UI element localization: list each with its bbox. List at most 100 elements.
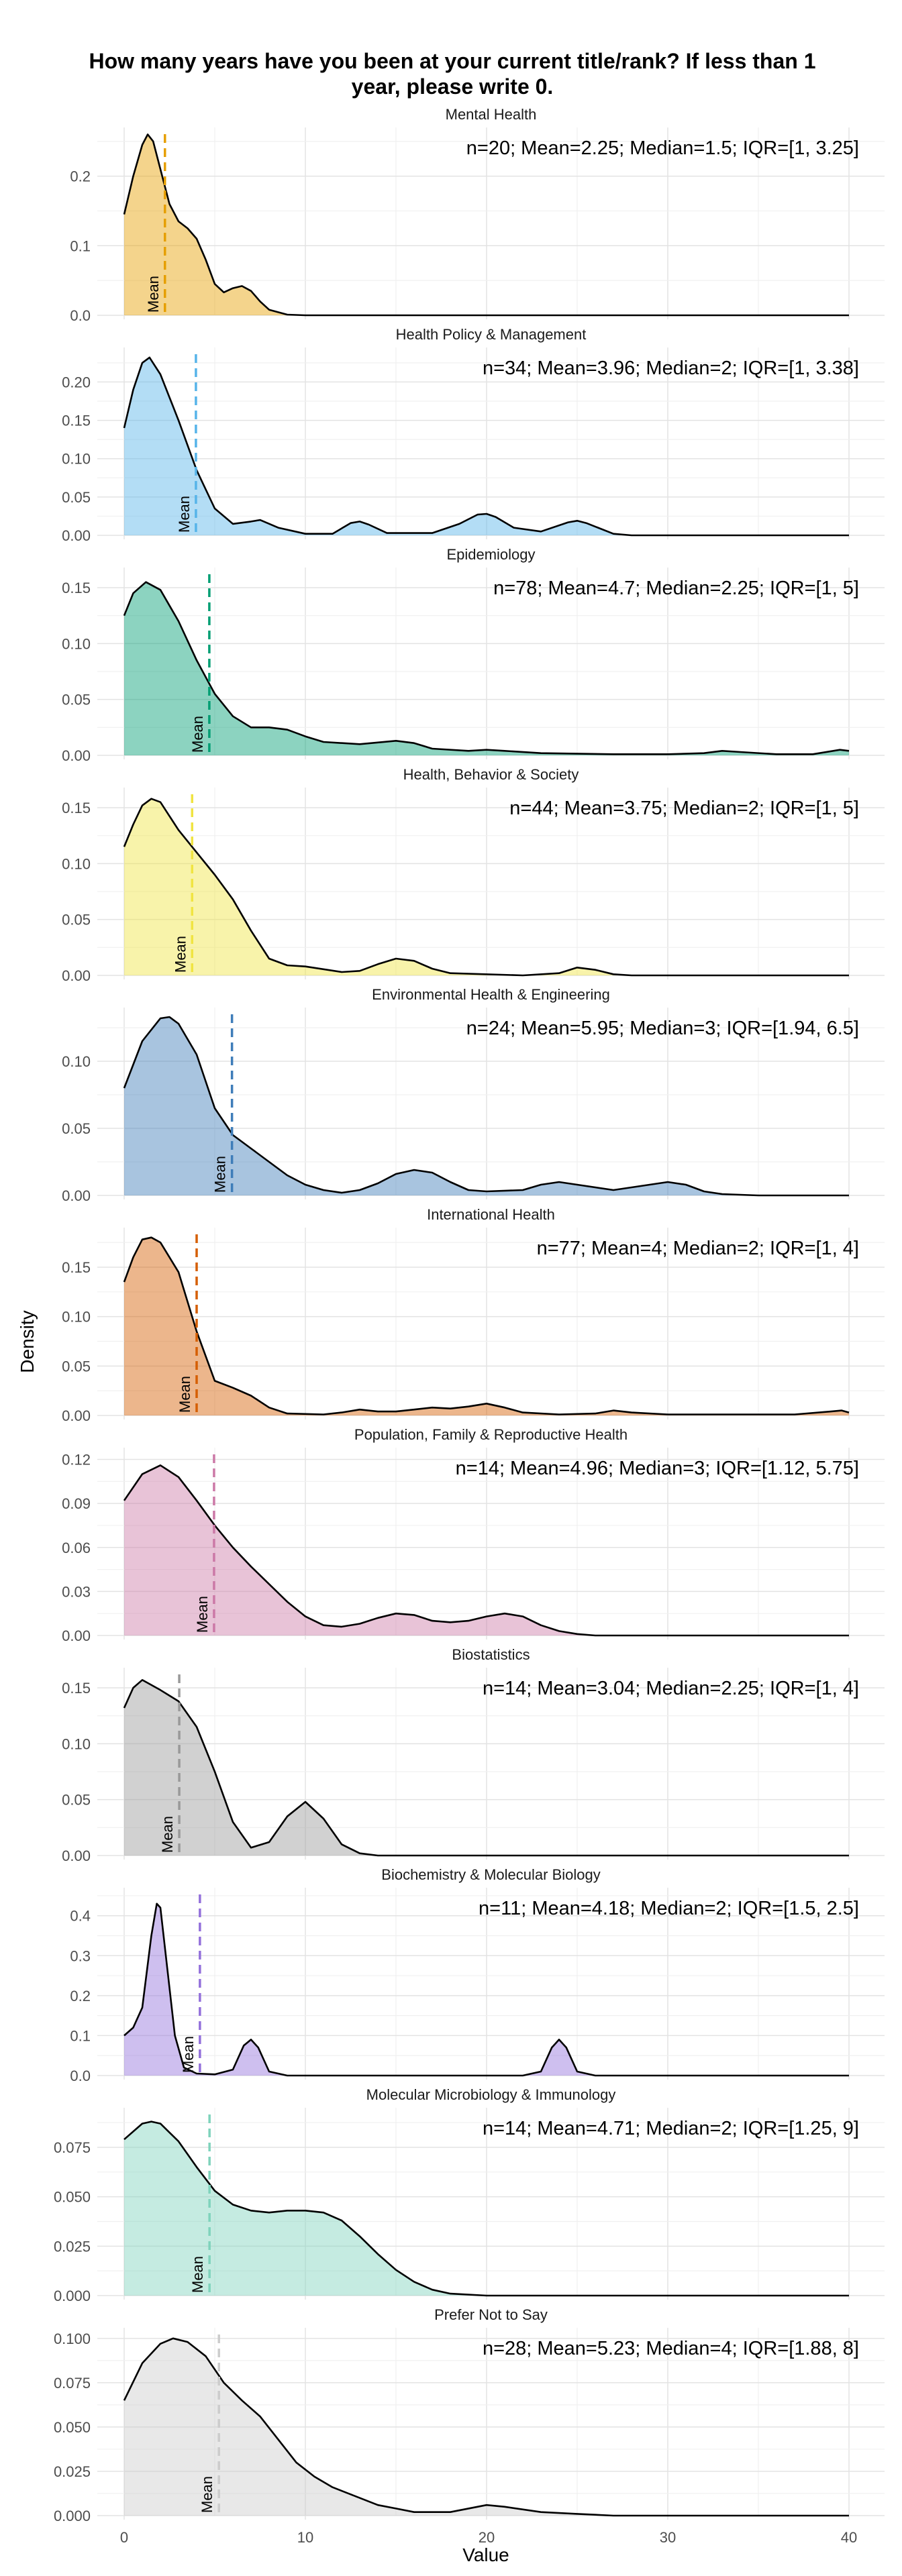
y-tick-label: 0.05 [62, 912, 91, 928]
y-tick-label: 0.050 [54, 2189, 91, 2206]
y-tick-label: 0.1 [70, 2027, 91, 2044]
y-tick-label: 0.10 [62, 1309, 91, 1326]
density-area [124, 1680, 849, 1856]
mean-label: Mean [199, 2476, 215, 2513]
density-line [123, 1016, 849, 1197]
y-tick-label: 0.0 [70, 2068, 91, 2084]
stats-annotation: n=14; Mean=3.04; Median=2.25; IQR=[1, 4] [483, 1678, 859, 1699]
mean-label: Mean [180, 2036, 197, 2073]
density-line [123, 133, 849, 317]
density-line [123, 798, 849, 977]
y-tick-label: 0.000 [54, 2508, 91, 2524]
facet-panel: International Health 0.00 0.05 0.10 0.15 Mean… [62, 1206, 885, 1424]
facet-strip-label: Environmental Health & Engineering [372, 986, 610, 1003]
facet-strip-label: Prefer Not to Say [434, 2306, 548, 2323]
density-line [123, 1679, 849, 1857]
stats-annotation: n=20; Mean=2.25; Median=1.5; IQR=[1, 3.2… [466, 138, 859, 159]
facet-strip-label: Population, Family & Reproductive Health [354, 1426, 628, 1443]
density-area [124, 582, 849, 755]
facet-panel: Health Policy & Management 0.00 0.05 0.10 0.… [62, 326, 885, 544]
stats-annotation: n=14; Mean=4.96; Median=3; IQR=[1.12, 5.… [456, 1458, 859, 1479]
y-tick-label: 0.075 [54, 2375, 91, 2392]
mean-label: Mean [159, 1816, 176, 1853]
x-axis-title: Value [462, 2544, 509, 2565]
facet-panel: Biostatistics 0.00 0.05 0.10 0.15 Mean n=14; M… [62, 1646, 885, 1864]
facet-panel: Mental Health 0.0 0.1 0.2 Mean n=20; Mean=2.2… [70, 106, 885, 324]
facet-strip-label: Health, Behavior & Society [403, 766, 579, 783]
y-tick-label: 0.00 [62, 967, 91, 984]
x-tick-label: 10 [297, 2529, 313, 2546]
facet-strip-label: Epidemiology [446, 546, 535, 563]
y-tick-label: 0.05 [62, 1358, 91, 1375]
y-tick-label: 0.2 [70, 168, 91, 185]
y-tick-label: 0.05 [62, 1120, 91, 1137]
y-tick-label: 0.05 [62, 692, 91, 708]
density-area [124, 2121, 849, 2296]
mean-label: Mean [172, 936, 189, 973]
mean-label: Mean [194, 1596, 211, 1633]
y-axis-title: Density [17, 1310, 38, 1373]
y-tick-label: 0.15 [62, 1680, 91, 1697]
x-tick-label: 0 [120, 2529, 128, 2546]
y-tick-label: 0.100 [54, 2330, 91, 2347]
y-tick-label: 0.4 [70, 1908, 91, 1925]
y-tick-label: 0.06 [62, 1540, 91, 1556]
y-tick-label: 0.0 [70, 307, 91, 324]
stats-annotation: n=44; Mean=3.75; Median=2; IQR=[1, 5] [509, 798, 859, 819]
stats-annotation: n=34; Mean=3.96; Median=2; IQR=[1, 3.38] [483, 358, 859, 379]
y-tick-label: 0.00 [62, 1187, 91, 1204]
mean-label: Mean [189, 716, 206, 753]
chart-title-line-1: How many years have you been at your cur… [89, 49, 815, 73]
y-tick-label: 0.15 [62, 1259, 91, 1276]
y-tick-label: 0.1 [70, 237, 91, 254]
facet-panel: Molecular Microbiology & Immunology 0.000… [54, 2086, 885, 2304]
y-tick-label: 0.05 [62, 1792, 91, 1809]
chart-title-line-2: year, please write 0. [352, 74, 554, 99]
facet-strip-label: Biochemistry & Molecular Biology [381, 1866, 600, 1883]
y-tick-label: 0.10 [62, 451, 91, 468]
y-tick-label: 0.10 [62, 1735, 91, 1752]
y-tick-label: 0.05 [62, 489, 91, 506]
density-line [123, 2121, 849, 2297]
density-line [123, 1902, 849, 2077]
y-tick-label: 0.15 [62, 580, 91, 596]
stats-annotation: n=24; Mean=5.95; Median=3; IQR=[1.94, 6.… [466, 1018, 859, 1039]
density-area [124, 1017, 849, 1195]
x-tick-label: 20 [479, 2529, 495, 2546]
stats-annotation: n=28; Mean=5.23; Median=4; IQR=[1.88, 8] [483, 2338, 859, 2359]
density-area [124, 1465, 849, 1635]
facet-panel: Prefer Not to Say 0.000 0.025 0.050 0.075 0.1… [54, 2306, 885, 2524]
mean-label: Mean [177, 1376, 193, 1413]
y-tick-label: 0.15 [62, 413, 91, 429]
facet-strip-label: Health Policy & Management [396, 326, 587, 343]
facet-panel: Health, Behavior & Society 0.00 0.05 0.10 0.… [62, 766, 885, 984]
y-tick-label: 0.00 [62, 527, 91, 544]
y-tick-label: 0.050 [54, 2419, 91, 2436]
density-line [123, 2337, 849, 2517]
y-tick-label: 0.10 [62, 1053, 91, 1070]
y-tick-label: 0.15 [62, 800, 91, 816]
y-tick-label: 0.00 [62, 1407, 91, 1424]
facet-strip-label: Biostatistics [452, 1646, 530, 1663]
stats-annotation: n=11; Mean=4.18; Median=2; IQR=[1.5, 2.5… [479, 1898, 859, 1919]
facet-panel: Environmental Health & Engineering 0.00 0.… [62, 986, 885, 1204]
mean-label: Mean [145, 276, 162, 313]
y-tick-label: 0.00 [62, 1627, 91, 1644]
stats-annotation: n=14; Mean=4.71; Median=2; IQR=[1.25, 9] [483, 2118, 859, 2139]
y-tick-label: 0.075 [54, 2139, 91, 2156]
x-tick-label: 30 [660, 2529, 676, 2546]
y-tick-label: 0.00 [62, 1847, 91, 1864]
density-area [124, 798, 849, 975]
y-tick-label: 0.10 [62, 635, 91, 652]
y-tick-label: 0.00 [62, 747, 91, 764]
density-area [124, 134, 849, 315]
facet-strip-label: Molecular Microbiology & Immunology [366, 2086, 616, 2103]
y-tick-label: 0.03 [62, 1583, 91, 1600]
density-line [123, 1464, 849, 1637]
y-tick-label: 0.10 [62, 855, 91, 872]
stats-annotation: n=77; Mean=4; Median=2; IQR=[1, 4] [537, 1238, 859, 1259]
facet-strip-label: International Health [427, 1206, 555, 1223]
density-line [123, 356, 849, 537]
facet-strip-label: Mental Health [446, 106, 537, 123]
